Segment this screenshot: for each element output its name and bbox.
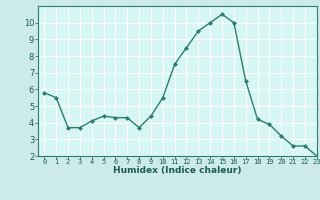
X-axis label: Humidex (Indice chaleur): Humidex (Indice chaleur) — [113, 166, 242, 175]
